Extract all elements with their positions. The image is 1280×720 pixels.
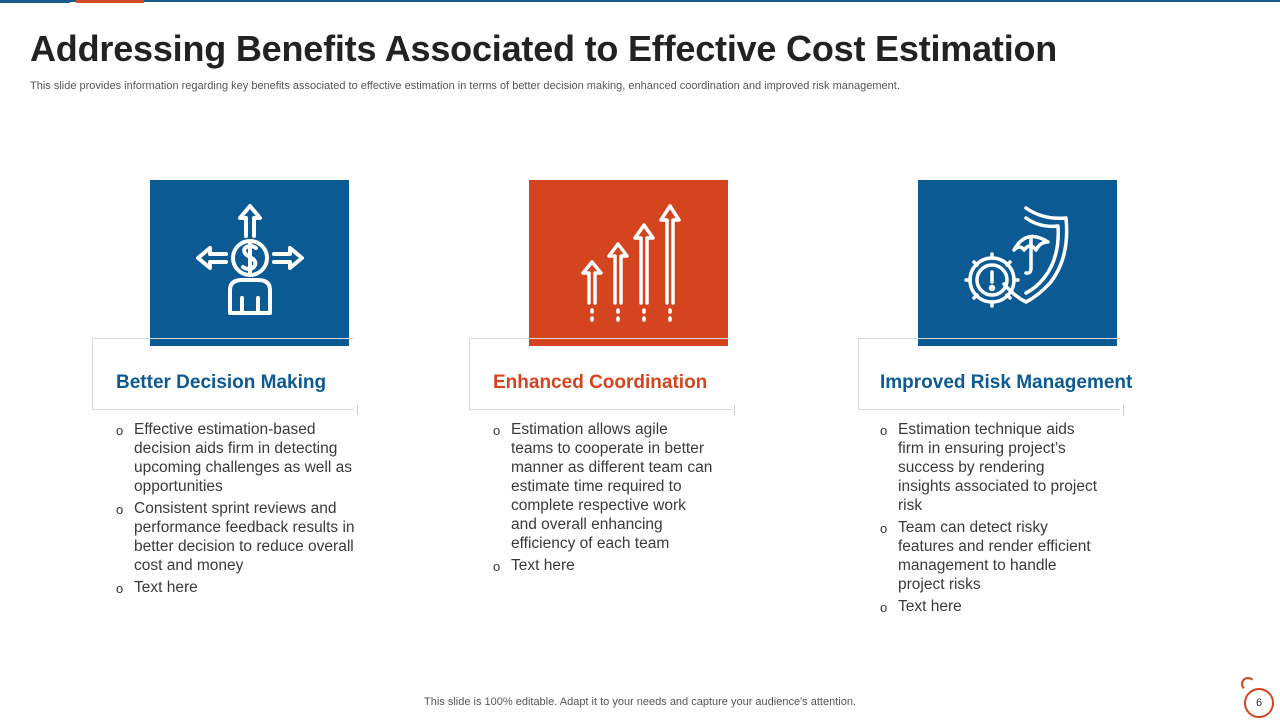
card-label-frame — [92, 338, 358, 415]
bullet-circle-icon: o — [880, 423, 888, 438]
card-label-frame — [858, 338, 1124, 415]
slide-subtitle: This slide provides information regardin… — [30, 80, 900, 92]
card-title: Enhanced Coordination — [493, 372, 708, 393]
dollar-person-arrows-icon — [195, 204, 304, 315]
list-item: o Text here — [116, 579, 198, 596]
bullet-circle-icon: o — [116, 423, 124, 438]
page-badge-decoration — [1241, 677, 1255, 691]
card-title: Improved Risk Management — [880, 372, 1133, 393]
bullet-list: o Estimation allows agile teams to cooper… — [493, 420, 713, 578]
list-item: o Estimation allows agile teams to cooper… — [493, 421, 713, 552]
card-better-decision-making: Better Decision Making o Effective estima… — [92, 180, 392, 630]
bullet-circle-icon: o — [116, 581, 124, 596]
card-icon-box — [150, 180, 349, 346]
bullet-circle-icon: o — [116, 502, 124, 517]
list-item: o Effective estimation-based decision aid… — [116, 421, 352, 495]
list-item: o Text here — [493, 557, 575, 574]
card-improved-risk-management: Improved Risk Management o Estimation tec… — [858, 180, 1158, 630]
card-label-frame — [469, 338, 735, 415]
card-icon-box — [529, 180, 728, 346]
list-item: o Estimation technique aids firm in ensur… — [880, 421, 1098, 514]
bullet-circle-icon: o — [880, 521, 888, 536]
bullet-circle-icon: o — [880, 600, 888, 615]
bullet-list: o Estimation technique aids firm in ensur… — [880, 420, 1100, 619]
top-tick-decoration — [0, 0, 70, 3]
list-item: o Text here — [880, 598, 962, 615]
list-item: o Consistent sprint reviews and performan… — [116, 500, 355, 574]
growth-arrows-icon — [580, 204, 681, 322]
top-border — [0, 0, 1280, 2]
bullet-circle-icon: o — [493, 559, 501, 574]
list-item: o Team can detect risky features and rend… — [880, 519, 1091, 593]
risk-shield-gear-icon — [963, 206, 1068, 308]
card-icon-box — [918, 180, 1117, 346]
slide-footer: This slide is 100% editable. Adapt it to… — [424, 696, 856, 708]
top-accent-decoration — [76, 0, 144, 3]
card-enhanced-coordination: Enhanced Coordination o Estimation allows… — [469, 180, 769, 630]
page-number: 6 — [1244, 688, 1274, 718]
slide-title: Addressing Benefits Associated to Effect… — [30, 28, 1058, 69]
bullet-list: o Effective estimation-based decision aid… — [116, 420, 356, 600]
bullet-circle-icon: o — [493, 423, 501, 438]
card-title: Better Decision Making — [116, 372, 327, 393]
